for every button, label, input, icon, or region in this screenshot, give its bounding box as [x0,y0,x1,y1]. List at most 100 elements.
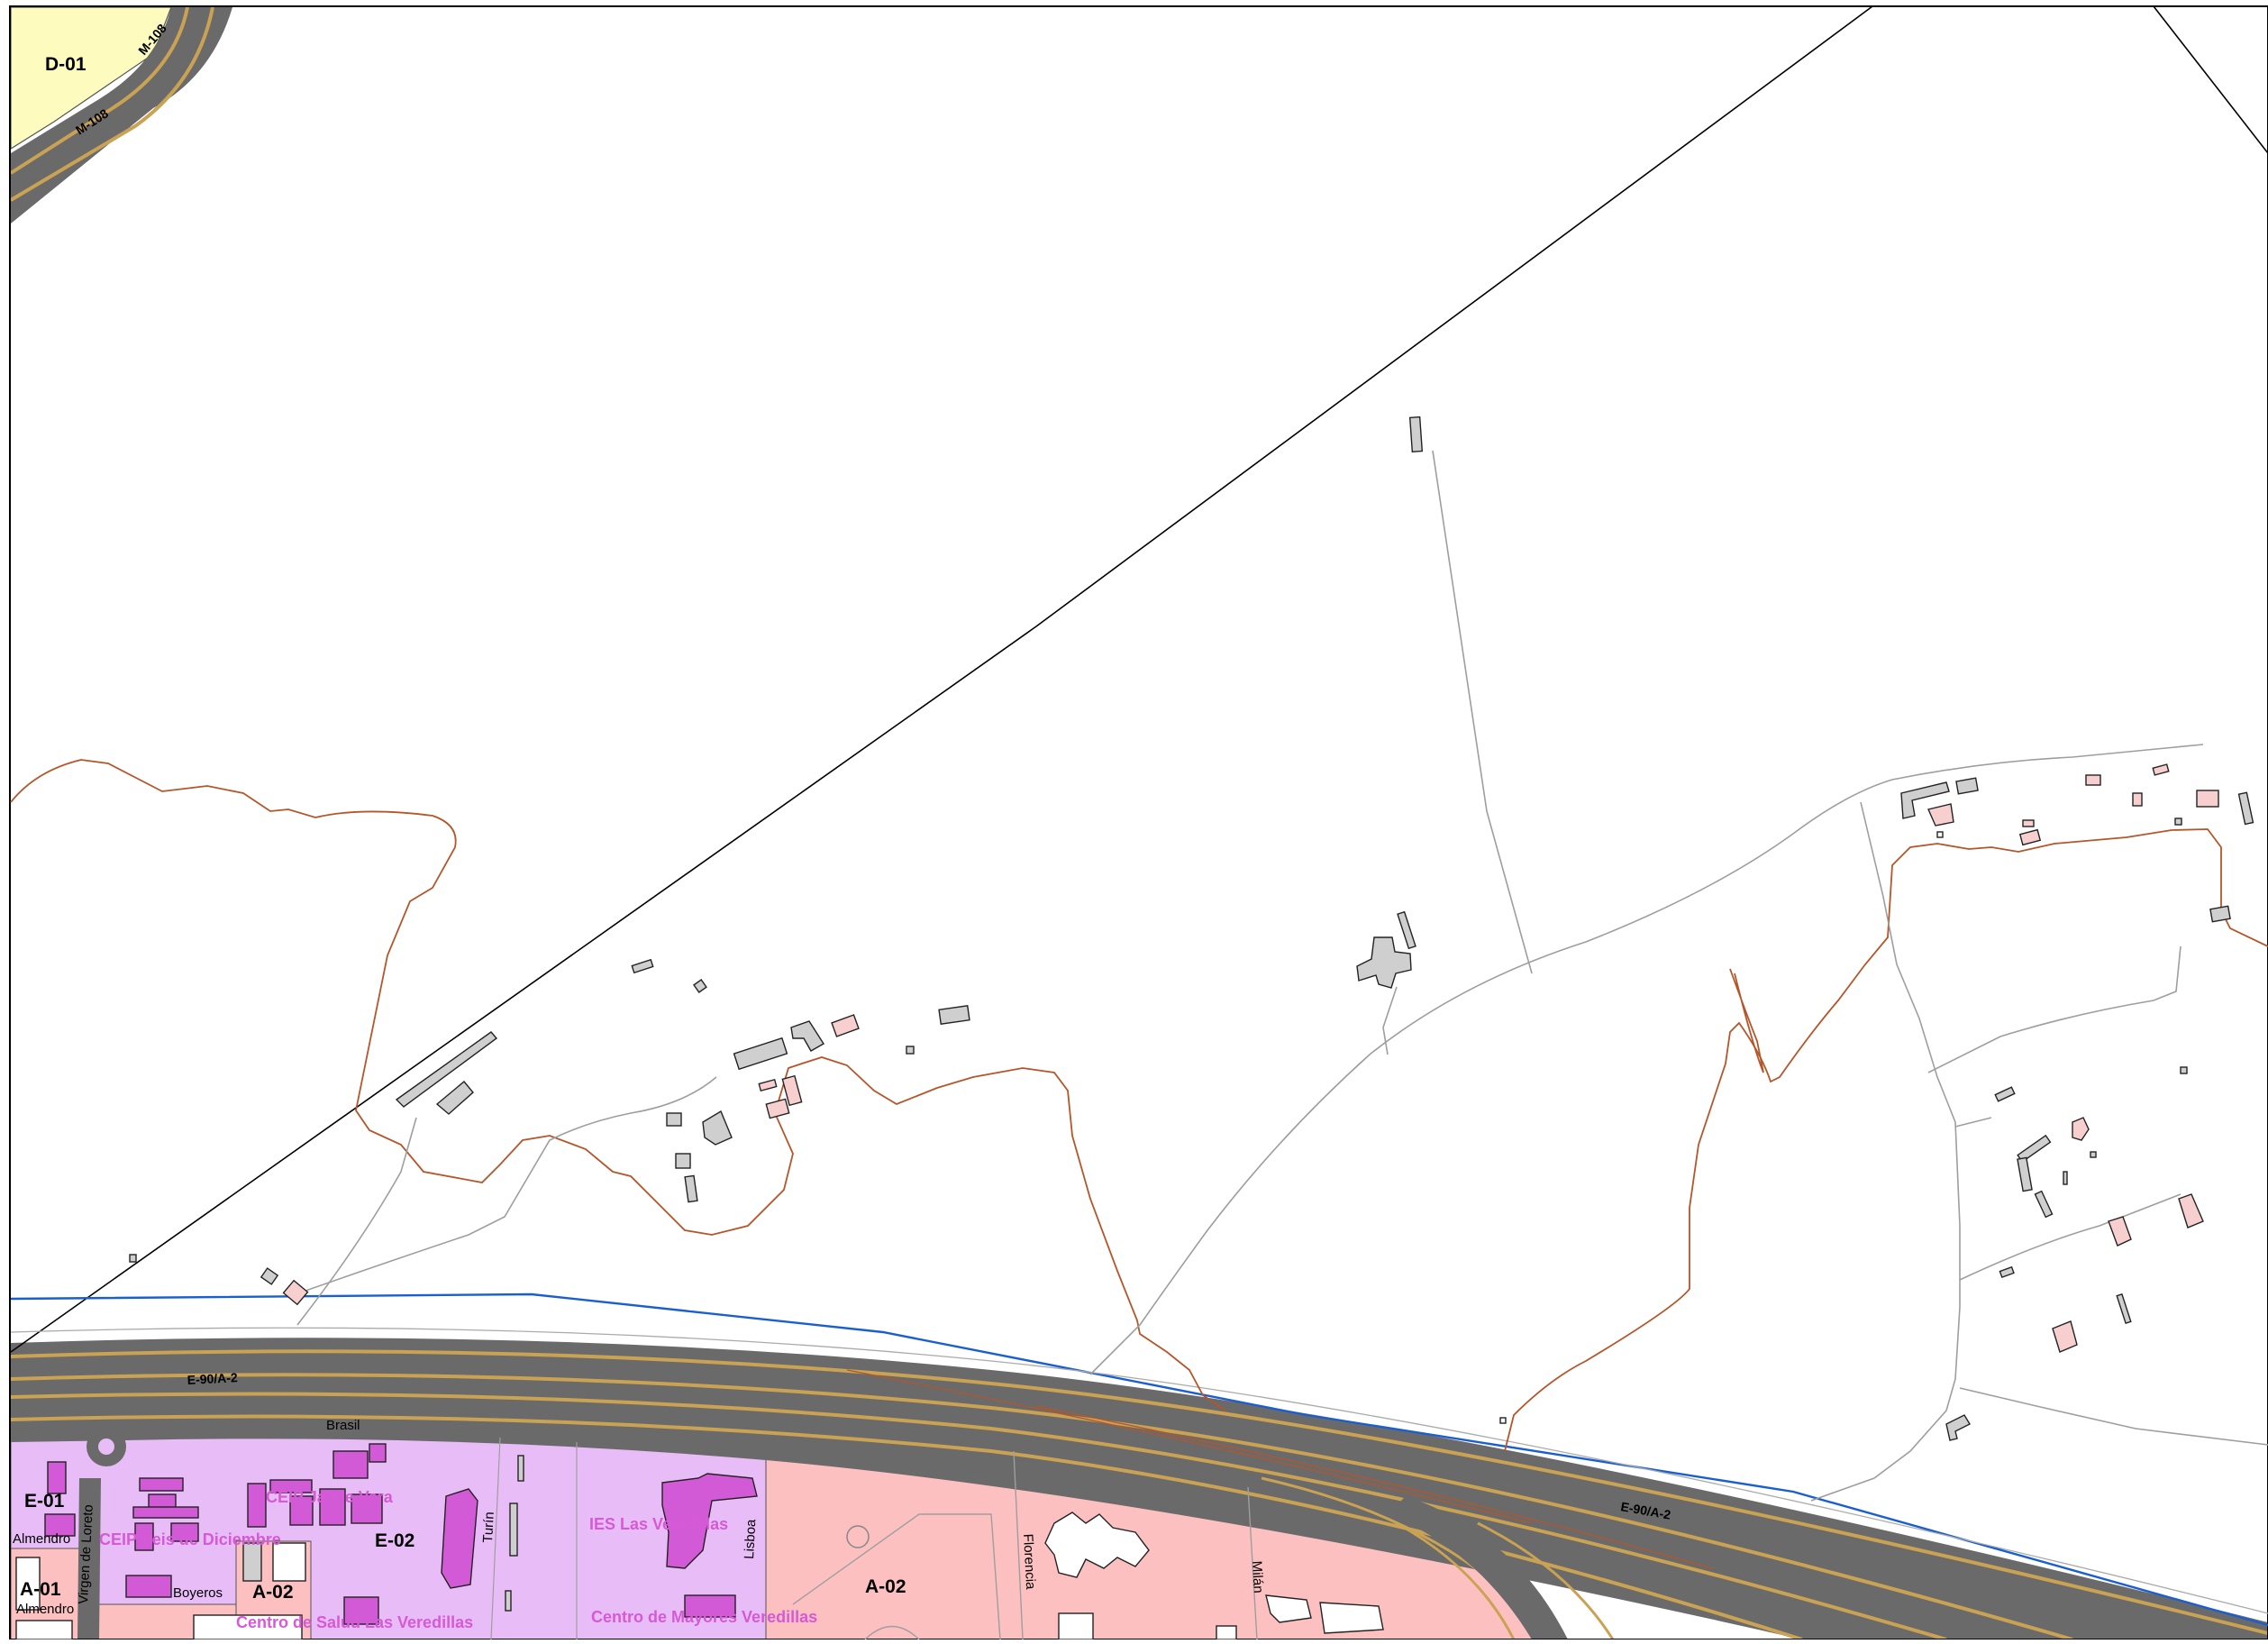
street-lines-e02 [490,1437,578,1640]
building [369,1443,387,1463]
building [758,1078,778,1092]
path-a [296,1117,417,1326]
building [1397,910,1416,950]
building [129,1254,137,1263]
building [733,1037,788,1071]
building [282,1279,309,1306]
building [2063,1171,2068,1185]
building [132,1506,199,1519]
path-network [292,1076,717,1296]
building [193,1614,303,1640]
building [693,979,707,993]
facility-label-ies-las-veredillas: IES Las Veredillas [589,1515,728,1533]
street-label-almendro-2: Almendro [16,1602,74,1617]
path-h [1959,1387,2268,1446]
building [2072,1117,2090,1141]
building [343,1596,379,1625]
path-c [1089,744,2204,1375]
building [319,1488,346,1526]
building [47,1461,67,1494]
building [2209,905,2231,923]
street-label-brasil: Brasil [326,1418,360,1433]
building [139,1477,184,1492]
street-label-almendro-1: Almendro [13,1531,70,1547]
street-label-florencia: Florencia [1020,1533,1038,1590]
road-virgen-de-loreto [77,1478,101,1639]
building [15,1620,73,1640]
building [2178,1193,2204,1228]
path-i [1382,986,1398,1055]
building [2116,1292,2132,1325]
path-b [1432,450,1533,974]
building [332,1450,369,1479]
road-label-e90-west: E-90/A-2 [187,1370,238,1387]
ramp-bottom-center [1388,1496,1568,1639]
building [134,1522,154,1551]
building [2237,791,2254,826]
building [242,1542,262,1582]
building [1936,831,1944,838]
building [684,1174,698,1203]
building [684,1594,736,1618]
building [517,1455,524,1482]
building [1499,1417,1507,1424]
building [1945,1414,1971,1441]
facility-label-centro-salud: Centro de Salud Las Veredillas [236,1613,473,1631]
building [2174,817,2182,826]
street-lines-a02 [792,1450,1258,1640]
building [906,1046,915,1055]
zone-label-a02-left: A-02 [252,1582,294,1603]
building [631,958,654,974]
path-d [1810,801,1961,1502]
building [2090,1151,2097,1158]
building [1994,1086,2016,1102]
boundary-blue-line [10,1292,2268,1627]
building [272,1542,306,1582]
building [351,1493,383,1524]
street-label-virgen-de-loreto: Virgen de Loreto [76,1504,96,1604]
building [2108,1216,2132,1247]
building [1999,1265,2015,1279]
building [125,1575,172,1598]
building [170,1522,199,1542]
residential-block-milan [1058,1594,1384,1640]
facility-label-centro-mayores: Centro de Mayores Veredillas [591,1608,817,1626]
building [702,1110,733,1146]
building [2132,792,2143,807]
road-m108 [9,6,232,224]
facility-label-ceip-jaime-vera: CEIP Jaime Vera [266,1488,394,1506]
contour-line-east [1504,828,2268,1452]
building [2196,790,2219,808]
roundabout-a02 [846,1525,870,1548]
building [938,1005,970,1025]
building [1927,803,1954,827]
building [395,1031,498,1108]
building [1900,781,1950,819]
boundary-diagonal-line [10,5,1873,1353]
building [1955,777,1979,795]
building [666,1112,682,1127]
zone-label-e01: E-01 [24,1491,65,1512]
facility-label-ceip-seis-de-diciembre: CEIP Seis de Diciembre [99,1530,281,1548]
zone-label-d01: D-01 [45,54,87,75]
building [505,1590,512,1612]
building [247,1483,267,1528]
path-g [1959,1193,2181,1281]
highway-edge-line [10,1327,2268,1614]
building [765,1098,790,1119]
path-f [1954,1117,1992,1128]
street-label-turin: Turín [480,1512,497,1543]
building [790,1020,824,1052]
zone-label-e02: E-02 [375,1530,414,1551]
building [1408,416,1424,453]
building [260,1267,279,1285]
boundary-diagonal-line-right [2153,5,2268,154]
building [15,1557,41,1611]
building [2085,774,2101,786]
building [2180,1066,2188,1074]
street-label-boyeros: Boyeros [173,1585,223,1601]
building [831,1014,860,1037]
building [675,1153,691,1169]
building [2152,763,2170,776]
